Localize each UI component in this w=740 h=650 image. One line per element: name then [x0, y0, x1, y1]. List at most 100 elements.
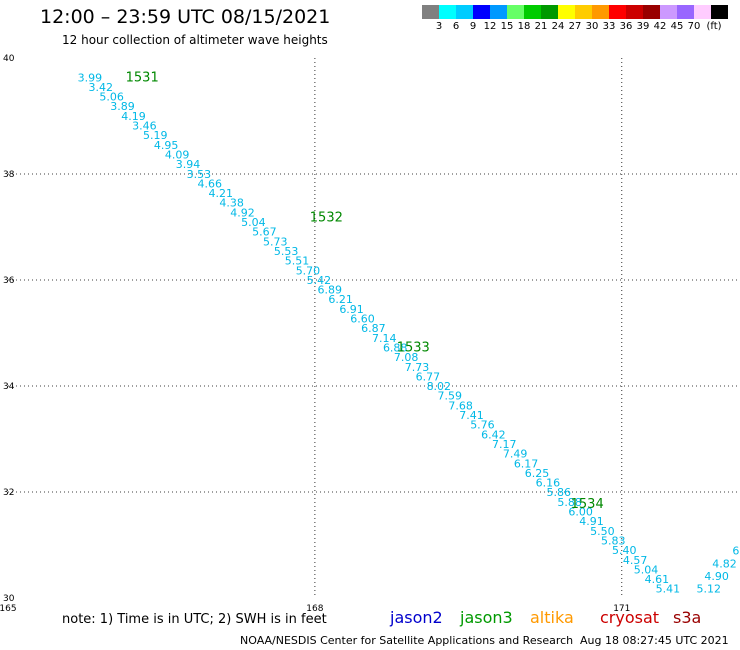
legend-label: 39 [636, 21, 650, 32]
wave-height-value: 4.92 [230, 206, 255, 219]
wave-height-value: 4.09 [165, 148, 190, 161]
y-tick-label: 40 [3, 54, 15, 64]
legend-label: 15 [500, 21, 514, 32]
legend-label: 12 [483, 21, 497, 32]
wave-height-value: 4.57 [623, 554, 648, 567]
wave-height-value: 3.99 [78, 71, 103, 84]
legend-swatch [694, 5, 711, 19]
wave-height-value: 7.73 [405, 361, 430, 374]
legend-label: 30 [585, 21, 599, 32]
legend-swatch [422, 5, 439, 19]
wave-height-value: 7.68 [448, 399, 473, 412]
wave-height-value: 7.49 [503, 448, 528, 461]
legend-label: 27 [568, 21, 582, 32]
wave-height-value: 6.61 [732, 545, 740, 558]
wave-height-value: 4.21 [208, 187, 233, 200]
y-tick-label: 34 [3, 382, 15, 392]
wave-height-value: 5.76 [470, 419, 495, 432]
wave-height-value: 5.04 [241, 216, 266, 229]
satellite-cryosat: cryosat [600, 608, 660, 627]
wave-height-value: 5.50 [590, 525, 615, 538]
legend-swatch [711, 5, 728, 19]
wave-height-value: 6.00 [568, 506, 593, 519]
wave-height-value: 3.46 [132, 120, 157, 133]
legend-swatch [558, 5, 575, 19]
legend-label: 21 [534, 21, 548, 32]
wave-height-value: 5.73 [263, 235, 288, 248]
wave-height-value: 5.42 [307, 274, 332, 287]
wave-height-value: 5.53 [274, 245, 299, 258]
legend-unit: (ft) [706, 21, 722, 32]
wave-height-value: 5.04 [634, 563, 659, 576]
legend-swatch [456, 5, 473, 19]
legend-label: 33 [602, 21, 616, 32]
wave-height-value: 5.86 [547, 486, 572, 499]
y-tick-label: 30 [3, 594, 15, 604]
wave-height-value: 8.02 [427, 380, 452, 393]
x-tick-label: 165 [0, 604, 17, 614]
wave-height-value: 4.95 [154, 139, 179, 152]
wave-height-value: 5.83 [601, 534, 626, 547]
wave-height-value: 6.25 [525, 467, 550, 480]
wave-height-points: 3.993.425.063.894.193.465.194.954.093.94… [78, 71, 740, 596]
wave-height-value: 7.41 [459, 409, 484, 422]
legend-label: 36 [619, 21, 633, 32]
footer-note: note: 1) Time is in UTC; 2) SWH is in fe… [62, 612, 327, 627]
axis-ticks: 165168171174177403836343230 [0, 54, 630, 614]
x-tick-label: 168 [306, 604, 323, 614]
legend-label: 9 [469, 21, 477, 32]
legend-label: 24 [551, 21, 565, 32]
wave-height-value: 4.91 [579, 515, 604, 528]
wave-height-value: 5.41 [656, 583, 681, 596]
wave-height-value: 6.91 [339, 303, 364, 316]
legend-label: 6 [452, 21, 460, 32]
wave-height-value: 4.19 [121, 110, 146, 123]
pass-time-label: 1534 [571, 497, 604, 512]
y-tick-label: 38 [3, 170, 15, 180]
wave-height-value: 5.19 [143, 129, 168, 142]
satellite-jason2: jason2 [390, 608, 443, 627]
legend-swatch [524, 5, 541, 19]
wave-height-value: 6.21 [328, 293, 353, 306]
legend-swatch [473, 5, 490, 19]
legend-label: 18 [517, 21, 531, 32]
wave-height-value: 6.16 [536, 477, 561, 490]
wave-height-value: 3.89 [110, 100, 135, 113]
legend-label: 42 [653, 21, 667, 32]
legend-swatch [575, 5, 592, 19]
page-subtitle: 12 hour collection of altimeter wave hei… [62, 33, 328, 47]
satellite-altika: altika [530, 608, 574, 627]
wave-height-value: 6.77 [416, 370, 441, 383]
pass-time-label: 1532 [310, 211, 343, 226]
legend-swatch [626, 5, 643, 19]
wave-height-value: 6.88 [383, 341, 408, 354]
generated-timestamp: Aug 18 08:27:45 UTC 2021 [580, 634, 729, 647]
page-title: 12:00 – 23:59 UTC 08/15/2021 [40, 6, 331, 28]
wave-height-value: 5.40 [612, 544, 637, 557]
wave-height-value: 6.42 [481, 428, 506, 441]
wave-height-value: 4.38 [219, 197, 244, 210]
wave-height-value: 5.88 [557, 496, 582, 509]
wave-height-value: 6.89 [318, 284, 343, 297]
legend-swatch [490, 5, 507, 19]
legend-swatch [660, 5, 677, 19]
pass-labels: 15311532153315342251225222532254 [126, 70, 604, 512]
wave-height-value: 5.06 [99, 91, 124, 104]
wave-height-value: 6.17 [514, 457, 539, 470]
legend-label: 3 [435, 21, 443, 32]
pass-time-label: 1533 [397, 341, 430, 356]
legend-swatch [439, 5, 456, 19]
wave-height-value: 4.66 [198, 177, 223, 190]
x-tick-label: 171 [613, 604, 630, 614]
legend-label: 70 [687, 21, 701, 32]
legend-swatch [541, 5, 558, 19]
wave-height-value: 4.61 [645, 573, 670, 586]
satellite-jason3: jason3 [460, 608, 513, 627]
legend-swatch [609, 5, 626, 19]
wave-height-value: 4.82 [712, 557, 737, 570]
wave-height-value: 4.90 [704, 570, 729, 583]
wave-height-value: 7.14 [372, 332, 397, 345]
y-tick-label: 32 [3, 488, 14, 498]
wave-height-value: 5.67 [252, 226, 277, 239]
